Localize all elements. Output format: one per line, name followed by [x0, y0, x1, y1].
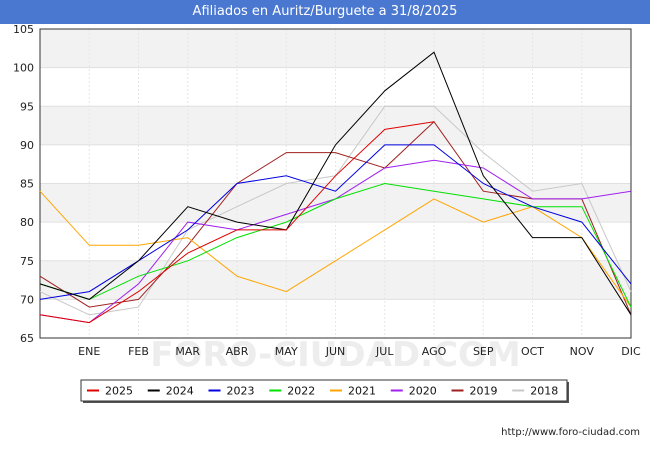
- chart-title: Afiliados en Auritz/Burguete a 31/8/2025: [0, 0, 650, 24]
- x-tick-label: DIC: [621, 345, 641, 358]
- y-tick-label: 90: [20, 139, 34, 152]
- y-tick-label: 95: [20, 100, 34, 113]
- x-tick-label: AGO: [422, 345, 447, 358]
- y-tick-label: 75: [20, 255, 34, 268]
- y-tick-label: 80: [20, 216, 34, 229]
- x-tick-label: FEB: [128, 345, 149, 358]
- legend-label-2023: 2023: [227, 385, 255, 398]
- source-url[interactable]: http://www.foro-ciudad.com: [501, 427, 640, 438]
- plot-frame: [39, 28, 632, 339]
- watermark: FORO-CIUDAD.COM: [150, 335, 521, 375]
- x-tick-label: SEP: [473, 345, 494, 358]
- legend-label-2021: 2021: [348, 385, 376, 398]
- x-tick-label: JUN: [325, 345, 346, 358]
- grid-band: [40, 260, 631, 300]
- legend-label-2019: 2019: [470, 385, 498, 398]
- x-tick-label: ENE: [78, 345, 100, 358]
- x-tick-label: MAY: [275, 345, 298, 358]
- legend-label-2022: 2022: [287, 385, 315, 398]
- legend-label-2018: 2018: [530, 385, 558, 398]
- legend: [80, 379, 568, 402]
- legend-label-2025: 2025: [105, 385, 133, 398]
- legend-label-2020: 2020: [409, 385, 437, 398]
- legend-label-2024: 2024: [166, 385, 194, 398]
- x-tick-label: NOV: [570, 345, 595, 358]
- y-tick-label: 65: [20, 332, 34, 345]
- x-tick-label: ABR: [226, 345, 249, 358]
- y-tick-label: 105: [13, 23, 34, 36]
- y-tick-label: 70: [20, 293, 34, 306]
- y-tick-label: 85: [20, 178, 34, 191]
- series-line-2025: [39, 121, 435, 324]
- x-tick-label: OCT: [521, 345, 544, 358]
- y-tick-label: 100: [13, 62, 34, 75]
- x-tick-label: JUL: [375, 345, 394, 358]
- series-line-2024: [39, 51, 632, 316]
- x-tick-label: MAR: [175, 345, 200, 358]
